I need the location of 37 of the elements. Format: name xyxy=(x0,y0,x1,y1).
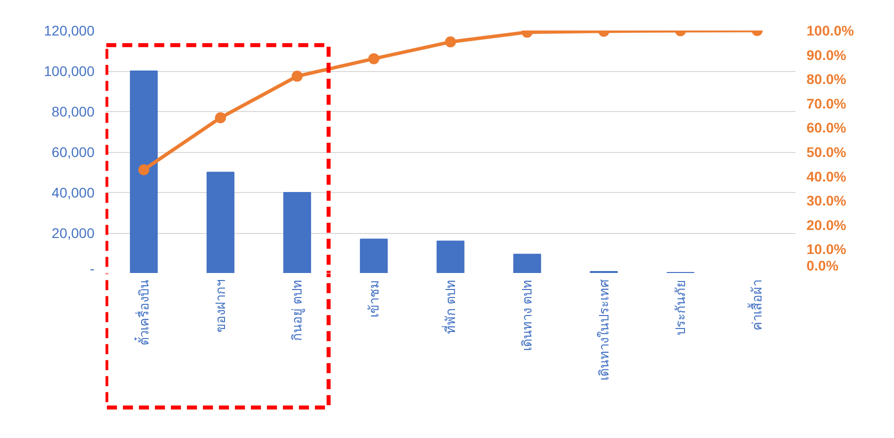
y-tick-label: - xyxy=(90,260,95,276)
bar xyxy=(436,240,464,273)
y2-tick-label: 10.0% xyxy=(806,241,847,258)
bar xyxy=(206,172,234,273)
bar xyxy=(130,70,158,273)
y2-tick-label: 60.0% xyxy=(806,120,847,136)
y-tick-label: 40,000 xyxy=(52,184,95,200)
x-tick-label: ค่าเสื้อผ้า xyxy=(748,280,765,330)
point xyxy=(138,164,150,176)
y2-tick-label: 20.0% xyxy=(806,216,847,233)
y2-tick-label: 100.0% xyxy=(806,22,855,38)
y-tick-label: 60,000 xyxy=(52,144,95,160)
bar xyxy=(513,254,542,273)
y2-tick-label: 40.0% xyxy=(806,168,847,184)
y-tick-label: 80,000 xyxy=(52,104,95,120)
x-tick-label: กินอยู่ ตปท xyxy=(290,279,306,342)
y-tick-label: 120,000 xyxy=(44,22,95,38)
y2-tick-label: 80.0% xyxy=(806,71,847,88)
bar xyxy=(283,192,312,273)
x-tick-label: เดินทาง ตปท xyxy=(520,279,535,352)
x-tick-label: ของฝากฯ xyxy=(213,280,228,332)
y-tick-label: 20,000 xyxy=(52,225,95,241)
x-tick-label: ประกันภัย xyxy=(673,280,688,336)
y2-tick-label: 30.0% xyxy=(806,192,847,209)
y2-tick-label: 50.0% xyxy=(806,144,847,160)
y2-tick-label: 90.0% xyxy=(806,46,847,63)
bar xyxy=(360,238,388,273)
x-tick-label: เดินทางในประเทศ xyxy=(596,278,612,380)
point xyxy=(292,70,303,82)
x-tick-label: ตั๋วเครื่องบิน xyxy=(134,280,152,346)
y2-tick-label: 0.0% xyxy=(806,258,839,274)
y-tick-label: 100,000 xyxy=(44,63,95,79)
point xyxy=(215,112,226,124)
x-tick-label: ที่พัก ตปท xyxy=(442,279,458,334)
point xyxy=(368,53,380,64)
y2-tick-label: 70.0% xyxy=(806,95,847,112)
x-tick-label: เข้าชม xyxy=(366,280,382,318)
